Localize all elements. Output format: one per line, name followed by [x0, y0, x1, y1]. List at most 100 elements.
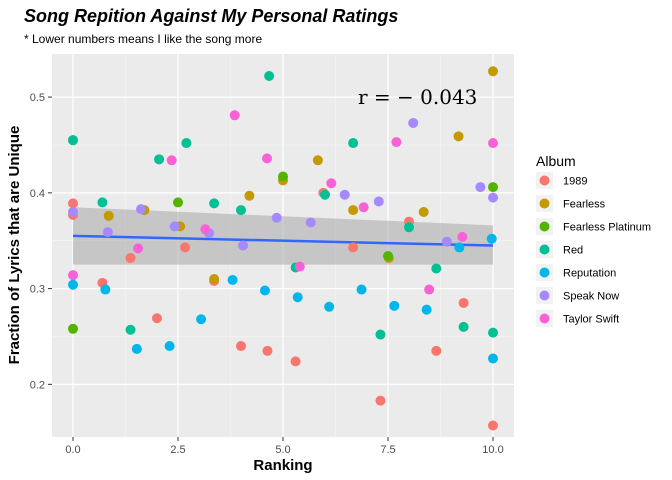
data-point: [389, 300, 400, 311]
data-point: [133, 243, 144, 254]
y-tick-label: 0.5: [30, 92, 45, 104]
legend: 1989 Fearless Fearless Platinum Red Reputati…: [536, 172, 651, 327]
data-point: [169, 221, 180, 232]
data-point: [102, 227, 113, 238]
data-point: [358, 202, 369, 213]
data-point: [236, 205, 246, 216]
data-point: [373, 196, 384, 207]
data-point: [486, 233, 497, 244]
data-point: [181, 138, 192, 149]
grid: [52, 54, 514, 437]
data-point: [453, 131, 464, 142]
y-tick-label: 0.3: [30, 284, 45, 296]
x-tick-label: 5.0: [275, 444, 290, 456]
data-point: [375, 395, 386, 406]
data-point: [264, 71, 275, 82]
data-point: [424, 284, 435, 295]
data-point: [100, 284, 111, 295]
data-point: [292, 292, 303, 303]
trend-line-layer: [72, 234, 494, 247]
data-point: [312, 155, 323, 166]
data-point: [68, 270, 78, 281]
data-point: [339, 189, 350, 200]
trend-line: [72, 234, 494, 247]
y-tick-label: 0.4: [30, 188, 45, 200]
data-point: [164, 341, 175, 352]
data-point: [488, 192, 498, 203]
x-tick-label: 10.0: [482, 444, 503, 456]
data-point: [68, 279, 78, 290]
data-point: [209, 198, 220, 209]
data-point: [348, 242, 359, 253]
legend-label: Taylor Swift: [563, 314, 619, 326]
x-tick-label: 0.0: [65, 444, 80, 456]
legend-swatch: [539, 175, 550, 186]
data-point: [320, 189, 330, 200]
legend-label: Speak Now: [563, 291, 619, 303]
data-point: [326, 178, 337, 189]
data-point: [488, 182, 498, 193]
data-point: [173, 197, 183, 208]
data-point: [200, 224, 211, 235]
data-point: [421, 304, 432, 315]
data-point: [244, 190, 255, 201]
data-point: [97, 197, 108, 208]
legend-label: Fearless: [563, 199, 606, 211]
data-point: [431, 263, 442, 274]
legend-label: Fearless Platinum: [563, 222, 651, 234]
confidence-band-layer: [73, 207, 493, 265]
legend-swatch: [539, 221, 550, 232]
data-point: [488, 138, 498, 149]
data-points: [68, 66, 498, 431]
legend-label: Red: [563, 245, 583, 257]
data-point: [488, 353, 498, 364]
data-point: [125, 252, 136, 263]
data-point: [454, 242, 465, 253]
legend-title: Album: [536, 153, 576, 169]
data-point: [136, 204, 147, 215]
data-point: [458, 321, 469, 332]
y-tick-label: 0.2: [30, 379, 45, 391]
data-point: [154, 154, 165, 165]
data-point: [236, 341, 246, 352]
data-point: [68, 323, 78, 334]
data-point: [68, 198, 78, 209]
data-point: [262, 345, 273, 356]
data-point: [68, 206, 78, 217]
data-point: [488, 420, 498, 431]
data-point: [166, 155, 177, 166]
data-point: [262, 153, 273, 164]
legend-label: Reputation: [563, 268, 616, 280]
chart-title: Song Repition Against My Personal Rating…: [24, 6, 398, 26]
data-point: [238, 240, 249, 251]
legend-swatch: [539, 198, 550, 209]
data-point: [305, 217, 316, 228]
data-point: [383, 251, 393, 262]
x-tick-label: 7.5: [380, 444, 395, 456]
data-point: [278, 171, 288, 182]
data-point: [458, 297, 469, 308]
data-point: [229, 110, 240, 121]
chart-subtitle: * Lower numbers means I like the song mo…: [24, 32, 262, 46]
confidence-band: [73, 207, 493, 265]
legend-swatch: [539, 290, 550, 301]
data-point: [348, 205, 359, 216]
data-point: [375, 329, 386, 340]
data-point: [290, 356, 301, 367]
data-point: [125, 324, 136, 335]
data-point: [404, 222, 414, 233]
data-point: [488, 327, 498, 338]
data-point: [475, 182, 486, 193]
legend-label: 1989: [563, 176, 587, 188]
data-point: [103, 210, 114, 221]
data-point: [418, 206, 429, 217]
correlation-annotation: r = − 0.043: [358, 85, 477, 109]
data-point: [131, 343, 142, 354]
x-tick-label: 2.5: [170, 444, 185, 456]
data-point: [259, 285, 270, 296]
data-point: [68, 135, 78, 146]
data-point: [152, 313, 162, 324]
y-axis-ticks: 0.2 0.3 0.4 0.5: [30, 92, 52, 391]
data-point: [441, 236, 452, 247]
